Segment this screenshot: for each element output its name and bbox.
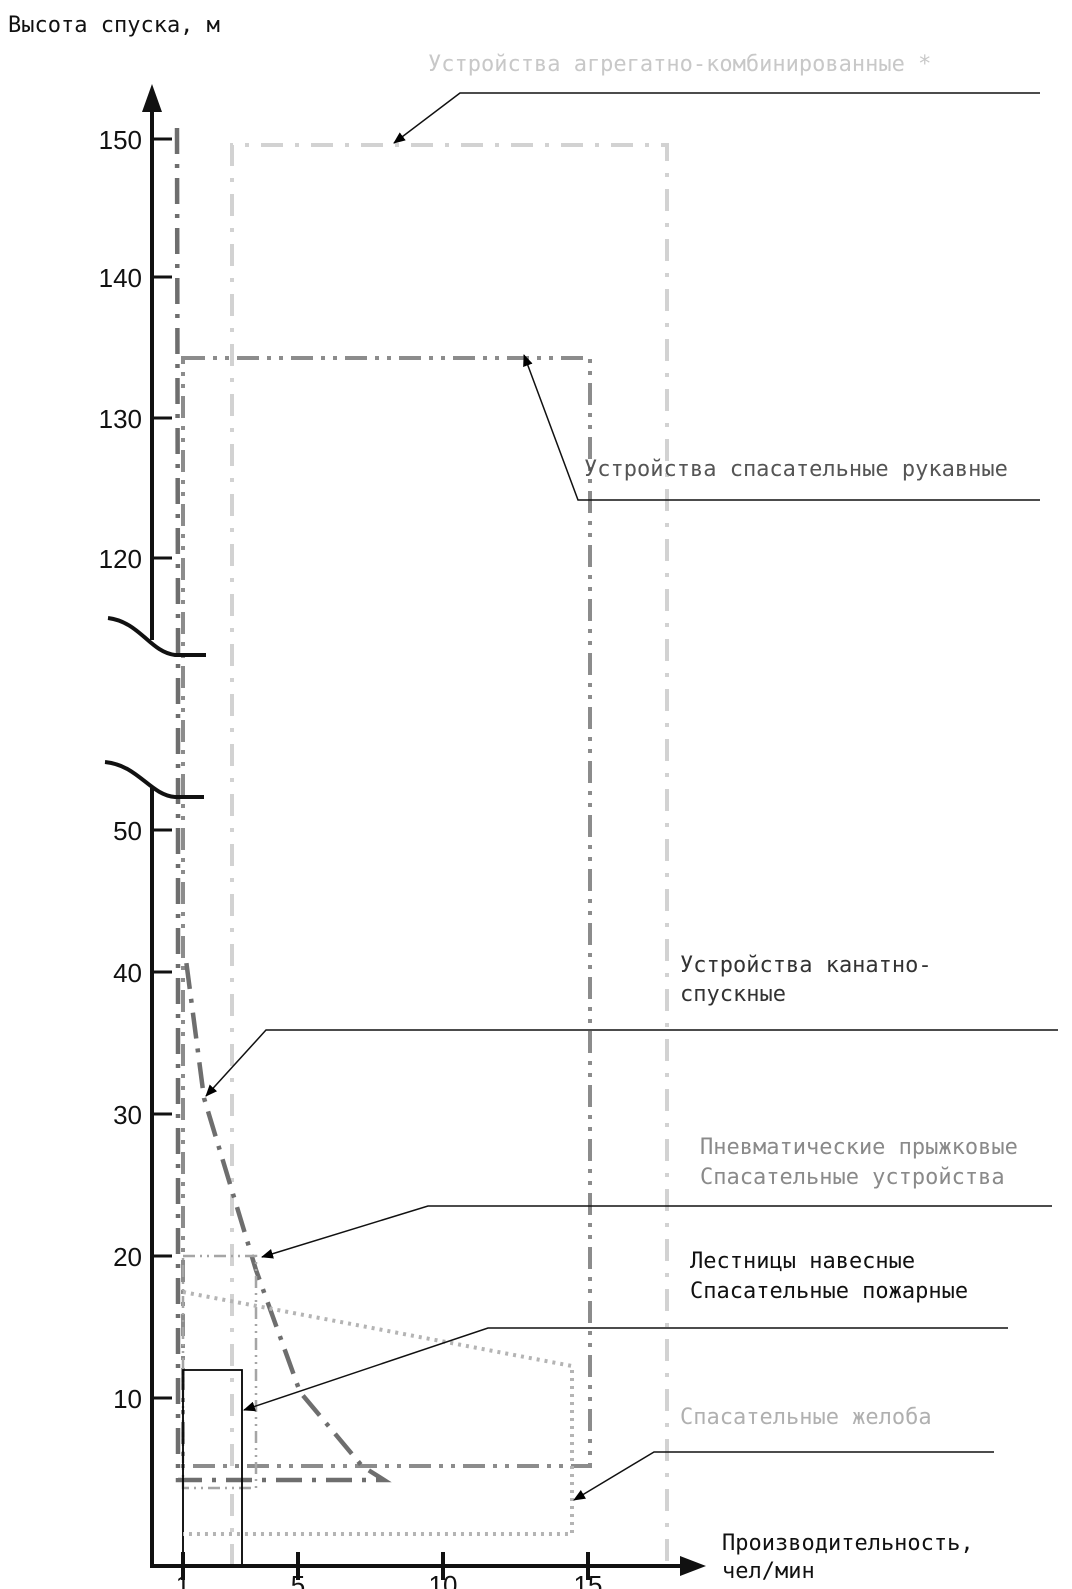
x-axis-label-line1: Производительность,: [722, 1531, 974, 1556]
axis-break-upper: [107, 616, 206, 657]
leader-zheloba: [573, 1451, 994, 1501]
y-tick-label: 120: [99, 544, 142, 574]
series-layer: [174, 127, 669, 1566]
series-lestnitsy: [182, 1369, 243, 1566]
x-tick-label: 5: [291, 1570, 305, 1589]
label-pnevmaticheskie-2: Спасательные устройства: [700, 1165, 1005, 1190]
label-agregatno: Устройства агрегатно-комбинированные *: [428, 52, 931, 77]
series-agregatno-combined: [230, 143, 669, 1566]
leader-kanatno: [205, 1029, 1058, 1097]
y-tick-label: 50: [113, 816, 142, 846]
axis-break-lower: [104, 760, 204, 799]
y-tick-label: 140: [99, 263, 142, 293]
y-axis-label: Высота спуска, м: [8, 13, 220, 38]
series-rukavnye: [181, 356, 592, 1468]
x-tick-label: 1: [176, 1570, 190, 1589]
leader-rukavnye: [523, 354, 1040, 501]
x-tick-label: 10: [429, 1570, 458, 1589]
label-kanatno-2: спускные: [680, 982, 786, 1007]
axes: [104, 84, 706, 1576]
y-tick-label: 10: [113, 1384, 142, 1414]
y-axis-arrow: [142, 84, 162, 112]
y-tick-label: 40: [113, 958, 142, 988]
series-kanatno-spusknye: [174, 127, 392, 1483]
y-tick-label: 130: [99, 404, 142, 434]
label-rukavnye: Устройства спасательные рукавные: [584, 457, 1008, 482]
y-tick-label: 150: [99, 125, 142, 155]
leader-agregatno: [393, 92, 1040, 144]
leader-pnevmaticheskie: [261, 1205, 1052, 1259]
label-lestnitsy-2: Спасательные пожарные: [690, 1279, 968, 1304]
x-axis-label-line2: чел/мин: [722, 1559, 815, 1584]
leader-lestnitsy: [243, 1327, 1008, 1412]
x-tick-label: 15: [574, 1570, 603, 1589]
label-kanatno-1: Устройства канатно-: [680, 953, 932, 978]
y-tick-label: 30: [113, 1100, 142, 1130]
y-tick-label: 20: [113, 1242, 142, 1272]
label-zheloba: Спасательные желоба: [680, 1405, 932, 1430]
x-axis-arrow: [680, 1556, 706, 1576]
label-pnevmaticheskie-1: Пневматические прыжковые: [700, 1135, 1018, 1160]
series-pnevmaticheskie: [181, 1254, 258, 1490]
callouts: Устройства агрегатно-комбинированные * У…: [205, 52, 1058, 1501]
label-lestnitsy-1: Лестницы навесные: [690, 1249, 915, 1274]
